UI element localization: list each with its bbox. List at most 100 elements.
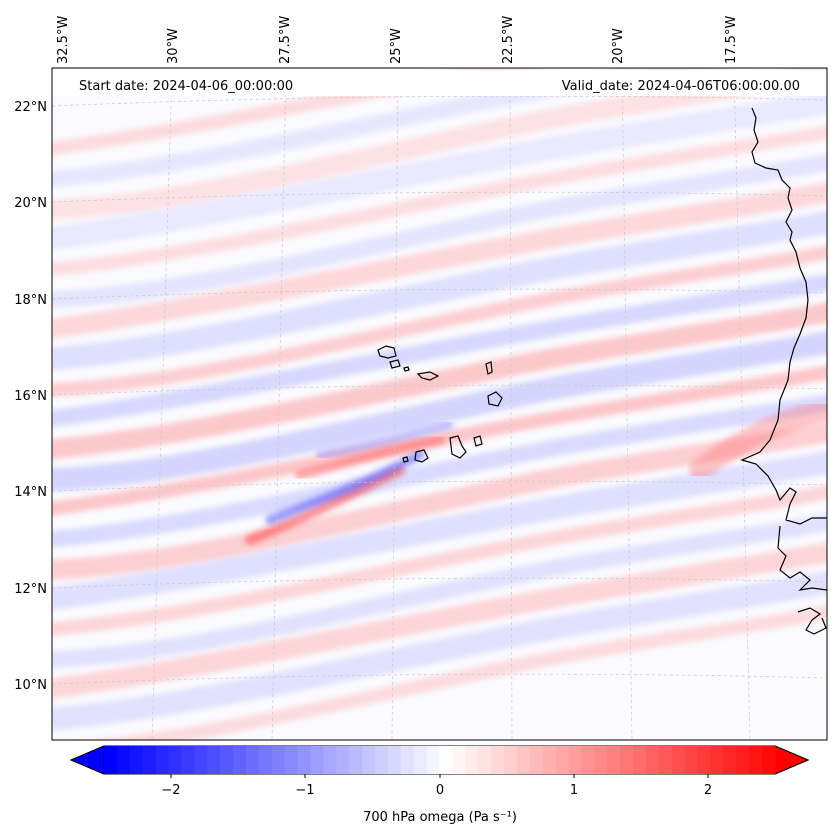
colorbar-level [362,746,376,774]
colorbar-extend-low [69,745,105,775]
colorbar-level [310,746,324,774]
colorbar-level [504,746,518,774]
colorbar-label: 700 hPa omega (Pa s⁻¹) [363,810,517,825]
colorbar-level [413,746,428,774]
lon-gridline [733,69,751,740]
lat-gridline [52,480,827,492]
lat-label: 20°N [14,196,47,211]
colorbar-level [555,746,570,774]
lon-label: 25°W [389,28,404,64]
colorbar-level [710,746,724,774]
lon-gridline [509,69,513,740]
omega-feature [245,465,405,545]
descent-band [52,273,827,428]
island-santo-antao [377,345,397,359]
colorbar-level [271,746,286,774]
lat-gridline [52,288,827,300]
lat-gridline [52,191,827,203]
map-frame [51,67,828,741]
island-sao-vicente [389,359,401,369]
colorbar-level [336,746,350,774]
colorbar-level [529,746,544,774]
lon-labels: 32.5°W 30°W 27.5°W 25°W 22.5°W 20°W 17.5… [56,16,739,64]
colorbar-level [426,746,440,774]
colorbar-level [516,746,531,774]
colorbar-level [142,746,157,774]
lon-label: 32.5°W [56,16,71,64]
lat-gridline [52,95,827,107]
lon-label: 20°W [611,28,626,64]
colorbar-level [697,746,711,774]
omega-field [52,68,827,740]
colorbar-level [581,746,595,774]
colorbar-level [297,746,311,774]
colorbar-tick-label: −1 [295,783,314,798]
ascent-band [89,605,827,740]
island-santa-luzia [403,366,410,372]
colorbar-level [478,746,492,774]
colorbar-level [349,746,363,774]
colorbar-tick-label: −2 [161,783,180,798]
lon-gridline [151,69,173,740]
lon-label: 17.5°W [724,16,739,64]
omega-feature [295,435,445,480]
lat-labels: 22°N 20°N 18°N 16°N 14°N 12°N 10°N [14,100,47,693]
colorbar-level [400,746,415,774]
descent-band [52,90,827,251]
colorbar-level [671,746,686,774]
omega-feature [265,450,425,525]
colorbar-level [465,746,479,774]
colorbar-level [245,746,260,774]
ascent-band [52,125,827,277]
lon-gridline [621,69,633,740]
island-brava [402,456,409,463]
lon-label: 30°W [166,28,181,64]
lon-label: 22.5°W [501,16,516,64]
lat-label: 22°N [14,100,47,115]
lon-gridline [391,69,399,740]
ascent-band [52,68,538,156]
colorbar-level [762,746,776,774]
lat-gridline [52,384,827,396]
gridlines [52,69,827,740]
colorbar-level [387,746,402,774]
lat-label: 10°N [14,678,47,693]
colorbar-level [181,746,195,774]
colorbar-extend-high [774,745,810,775]
colorbar-level [452,746,466,774]
colorbar-levels [104,746,776,774]
island-boa-vista [487,391,503,407]
descent-band [52,570,827,731]
colorbar-level [645,746,660,774]
island-santiago [449,435,467,459]
colorbar-level [594,746,608,774]
omega-feature [689,399,827,481]
colorbar-level [374,746,389,774]
island-maio [473,435,483,447]
valid-date-label: Valid_date: 2024-04-06T06:00:00.00 [562,79,800,94]
colorbar: −2 −1 0 1 2 700 hPa omega (Pa s⁻¹) [69,745,810,825]
lon-gridline [271,69,287,740]
colorbar-level [233,746,247,774]
colorbar-level [194,746,208,774]
ascent-band [52,485,827,637]
lat-gridline [52,673,827,685]
colorbar-level [491,746,505,774]
ascent-band [52,302,827,460]
colorbar-level [542,746,557,774]
colorbar-level [607,746,621,774]
colorbar-level [284,746,299,774]
descent-band [52,153,827,309]
island-fogo [414,449,429,463]
colorbar-level [116,746,131,774]
lat-label: 18°N [14,293,47,308]
lat-label: 16°N [14,389,47,404]
colorbar-tick-label: 0 [436,783,444,798]
ascent-band [52,245,827,397]
colorbar-level [207,746,221,774]
ascent-band [52,542,827,699]
lat-gridline [52,577,827,589]
descent-band [52,450,827,611]
ascent-band [52,182,827,339]
coastline-africa [740,107,827,635]
